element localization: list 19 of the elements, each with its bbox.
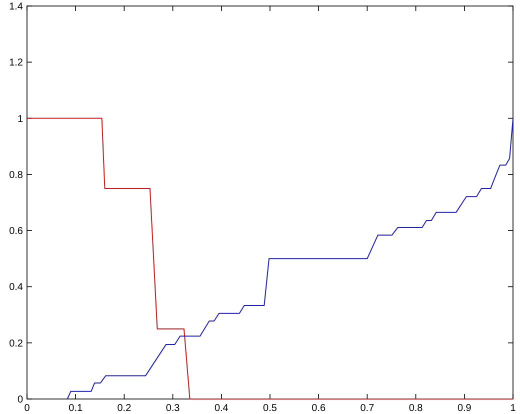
x-tick-label: 0.1 [68,403,83,414]
y-tick-label: 0.8 [9,170,24,181]
x-tick-label: 0.7 [360,403,375,414]
x-tick-label: 0.9 [457,403,472,414]
x-tick-label: 0.5 [263,403,278,414]
y-tick-label: 0 [17,394,24,406]
y-tick-label: 1.4 [9,2,24,12]
x-tick-label: 0.4 [214,403,229,414]
x-tick-label: 0.6 [312,403,326,414]
x-tick-label: 0.8 [408,403,424,414]
x-tick-label: 0.3 [166,403,180,414]
y-tick-label: 0.6 [9,226,24,238]
x-tick-label: 0 [24,403,30,414]
y-tick-label: 1.2 [9,58,24,69]
x-tick-label: 0.2 [117,403,132,414]
y-tick-label: 1 [17,114,24,125]
y-tick-label: 0.2 [9,338,24,350]
y-tick-label: 0.4 [9,282,24,294]
x-tick-label: 1 [510,403,516,414]
